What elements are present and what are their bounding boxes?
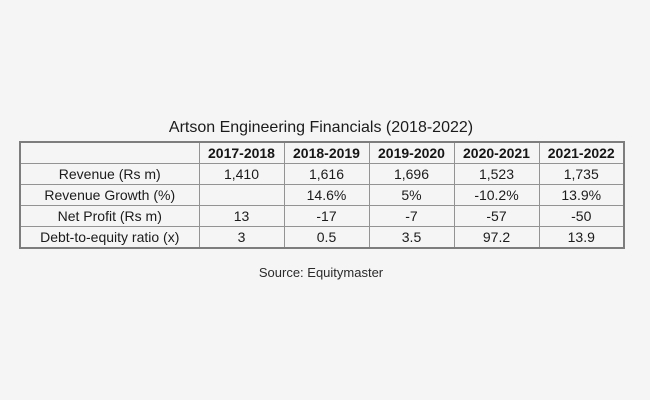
chart-title: Artson Engineering Financials (2018-2022… <box>168 119 474 136</box>
table-cell: 0.5 <box>283 226 370 249</box>
table-header-row: 2017-2018 2018-2019 2019-2020 2020-2021 … <box>19 141 625 164</box>
source-attribution: Source: Equitymaster <box>258 265 384 280</box>
corner-cell <box>19 141 200 164</box>
table-cell: 13 <box>198 205 285 227</box>
table-row-net-profit: Net Profit (Rs m) 13 -17 -7 -57 -50 <box>19 205 625 227</box>
table-cell: 5% <box>368 184 455 206</box>
col-header-2021-2022: 2021-2022 <box>538 141 625 164</box>
table-cell: 13.9% <box>538 184 625 206</box>
table-cell: 1,616 <box>283 163 370 185</box>
table-cell: 1,735 <box>538 163 625 185</box>
table-cell: 97.2 <box>453 226 540 249</box>
table-cell: -50 <box>538 205 625 227</box>
col-header-2020-2021: 2020-2021 <box>453 141 540 164</box>
col-header-2018-2019: 2018-2019 <box>283 141 370 164</box>
table-row-revenue: Revenue (Rs m) 1,410 1,616 1,696 1,523 1… <box>19 163 625 185</box>
table-cell: 3 <box>198 226 285 249</box>
row-label: Debt-to-equity ratio (x) <box>19 226 200 249</box>
table-cell: 1,696 <box>368 163 455 185</box>
col-header-2019-2020: 2019-2020 <box>368 141 455 164</box>
table-cell: 3.5 <box>368 226 455 249</box>
table-cell <box>198 184 285 206</box>
table-cell: 14.6% <box>283 184 370 206</box>
table-cell: 1,410 <box>198 163 285 185</box>
table-cell: -10.2% <box>453 184 540 206</box>
row-label: Revenue Growth (%) <box>19 184 200 206</box>
table-cell: -57 <box>453 205 540 227</box>
row-label: Revenue (Rs m) <box>19 163 200 185</box>
col-header-2017-2018: 2017-2018 <box>198 141 285 164</box>
table-cell: -17 <box>283 205 370 227</box>
table-row-revenue-growth: Revenue Growth (%) 14.6% 5% -10.2% 13.9% <box>19 184 625 206</box>
financials-table: 2017-2018 2018-2019 2019-2020 2020-2021 … <box>19 141 625 249</box>
table-row-debt-to-equity: Debt-to-equity ratio (x) 3 0.5 3.5 97.2 … <box>19 226 625 249</box>
table-cell: 13.9 <box>538 226 625 249</box>
table-cell: -7 <box>368 205 455 227</box>
table-cell: 1,523 <box>453 163 540 185</box>
row-label: Net Profit (Rs m) <box>19 205 200 227</box>
